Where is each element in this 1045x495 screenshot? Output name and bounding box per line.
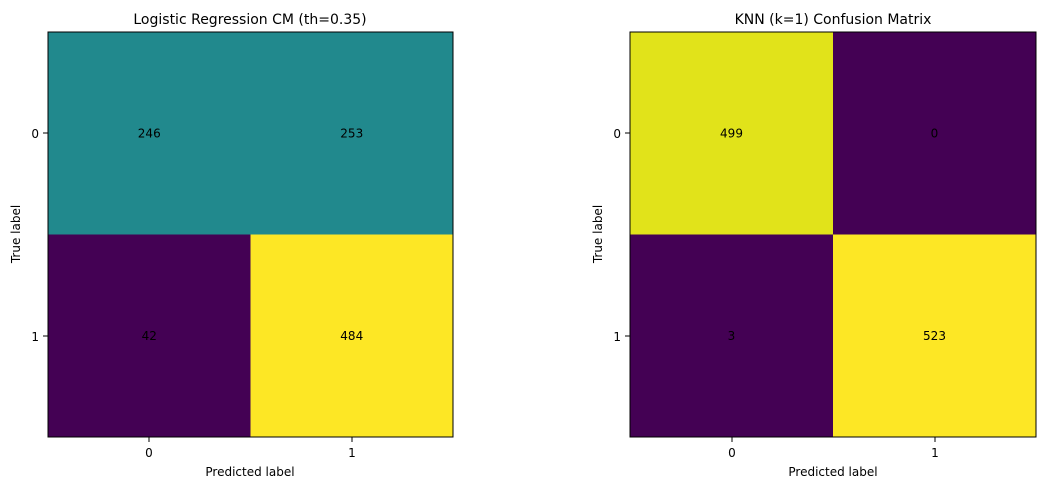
- plot-frame: [47, 31, 454, 438]
- cell-value-1-1: 484: [340, 329, 363, 343]
- lr-confusion-matrix: Logistic Regression CM (th=0.35) 246 253 4…: [9, 12, 454, 479]
- y-tick-label-1: 1: [31, 330, 39, 344]
- heatmap-cell-0-0: [48, 32, 251, 235]
- heatmap-cell-0-0: [630, 32, 834, 235]
- cell-value-0-1: 253: [340, 126, 363, 140]
- y-tick-label-0: 0: [31, 127, 39, 141]
- x-axis-label: Predicted label: [205, 465, 294, 479]
- y-tick-label-0: 0: [613, 127, 621, 141]
- cell-value-1-0: 42: [142, 329, 157, 343]
- heatmap-cell-1-0: [48, 234, 251, 438]
- heatmap-cell-0-1: [250, 32, 454, 235]
- x-tick-label-1: 1: [931, 446, 939, 460]
- x-axis-label: Predicted label: [788, 465, 877, 479]
- heatmap-cell-1-1: [833, 234, 1037, 438]
- chart-title: Logistic Regression CM (th=0.35): [133, 12, 366, 28]
- x-tick-label-1: 1: [348, 446, 356, 460]
- chart-title: KNN (k=1) Confusion Matrix: [735, 12, 932, 28]
- cell-value-1-1: 523: [923, 329, 946, 343]
- plot-frame: [629, 31, 1037, 438]
- cell-value-0-1: 0: [931, 126, 939, 140]
- cell-value-0-0: 499: [720, 126, 743, 140]
- y-tick-label-1: 1: [613, 330, 621, 344]
- heatmap-cells: 499 0 3 523: [630, 32, 1037, 438]
- y-axis-label: True label: [591, 205, 605, 264]
- heatmap-cells: 246 253 42 484: [48, 32, 454, 438]
- heatmap-cell-1-1: [250, 234, 454, 438]
- x-tick-label-0: 0: [145, 446, 153, 460]
- y-axis-label: True label: [9, 205, 23, 264]
- cell-value-0-0: 246: [138, 126, 161, 140]
- x-tick-label-0: 0: [728, 446, 736, 460]
- heatmap-cell-0-1: [833, 32, 1037, 235]
- knn-confusion-matrix: KNN (k=1) Confusion Matrix 499 03 523 0 1 …: [591, 12, 1037, 479]
- cell-value-1-0: 3: [728, 329, 736, 343]
- heatmap-cell-1-0: [630, 234, 834, 438]
